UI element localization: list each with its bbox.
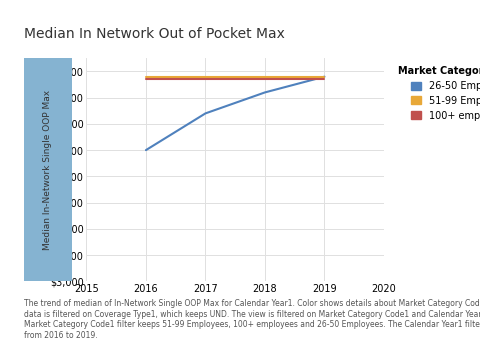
26-50 Employees — [203, 111, 208, 116]
51-99 Employees — [322, 75, 327, 79]
Text: Median In Network Out of Pocket Max: Median In Network Out of Pocket Max — [24, 27, 285, 41]
26-50 Employees — [262, 90, 268, 94]
100+ employees — [143, 77, 149, 81]
51-99 Employees — [262, 75, 268, 79]
26-50 Employees — [322, 75, 327, 79]
26-50 Employees — [143, 148, 149, 152]
100+ employees — [203, 77, 208, 81]
Legend: 26-50 Employees, 51-99 Employees, 100+ employees: 26-50 Employees, 51-99 Employees, 100+ e… — [395, 63, 480, 123]
Text: Median In-Network Single OOP Max: Median In-Network Single OOP Max — [44, 90, 52, 250]
51-99 Employees — [203, 75, 208, 79]
51-99 Employees — [143, 75, 149, 79]
Text: The trend of median of In-Network Single OOP Max for Calendar Year1. Color shows: The trend of median of In-Network Single… — [24, 299, 480, 340]
Line: 26-50 Employees: 26-50 Employees — [146, 77, 324, 150]
100+ employees — [322, 77, 327, 81]
100+ employees — [262, 77, 268, 81]
